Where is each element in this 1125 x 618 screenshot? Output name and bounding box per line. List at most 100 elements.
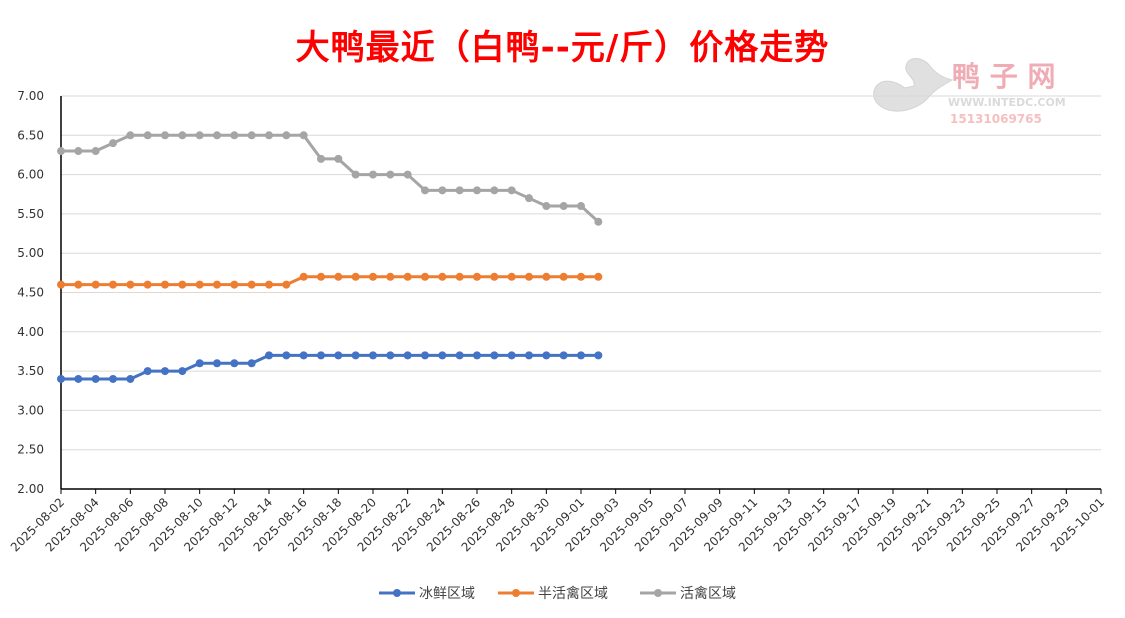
data-point <box>230 280 239 289</box>
data-point <box>507 186 516 195</box>
y-tick-label: 7.00 <box>17 89 44 103</box>
data-point <box>525 194 533 203</box>
data-point <box>317 351 325 360</box>
data-point <box>230 131 239 140</box>
data-point <box>334 154 343 163</box>
data-point <box>525 272 533 281</box>
data-point <box>351 272 360 281</box>
watermark-logo: 鸭 子 网 WWW.INTEDC.COM 15131069765 <box>873 58 1066 126</box>
data-point <box>351 351 360 360</box>
data-point <box>126 280 135 289</box>
data-point <box>230 359 239 368</box>
data-point <box>386 351 395 360</box>
data-point <box>369 351 377 360</box>
data-point <box>577 202 585 211</box>
data-point <box>455 351 464 360</box>
data-point <box>386 272 395 281</box>
data-point <box>126 131 135 140</box>
y-tick-label: 4.00 <box>17 325 44 339</box>
data-point <box>143 367 152 376</box>
data-point <box>178 131 187 140</box>
data-point <box>403 351 412 360</box>
data-point <box>91 374 100 383</box>
data-point <box>473 272 481 281</box>
data-point <box>57 147 65 156</box>
watermark-url: WWW.INTEDC.COM <box>948 96 1066 109</box>
y-tick-label: 5.00 <box>17 246 44 260</box>
series-line <box>61 275 599 287</box>
legend-label: 半活禽区域 <box>538 585 608 602</box>
data-point <box>594 272 603 281</box>
data-point <box>126 374 135 383</box>
data-point <box>351 170 360 179</box>
legend-marker <box>512 589 520 597</box>
data-point <box>577 272 585 281</box>
data-point <box>161 131 169 140</box>
watermark-phone: 15131069765 <box>950 112 1042 126</box>
data-point <box>421 351 429 360</box>
data-point <box>299 351 308 360</box>
legend-label: 活禽区域 <box>680 585 736 602</box>
data-point <box>195 131 204 140</box>
data-point <box>438 351 447 360</box>
y-tick-label: 6.50 <box>17 128 44 142</box>
data-point <box>74 147 83 156</box>
series-line <box>61 133 600 223</box>
data-point <box>74 280 83 289</box>
data-point <box>143 131 152 140</box>
data-point <box>143 280 152 289</box>
data-point <box>282 280 291 289</box>
data-point <box>161 367 169 376</box>
data-point <box>577 351 585 360</box>
data-point <box>507 272 516 281</box>
y-tick-label: 2.50 <box>17 443 44 457</box>
data-point <box>282 351 291 360</box>
data-point <box>473 351 481 360</box>
series-line <box>61 353 599 381</box>
data-point <box>542 351 551 360</box>
data-point <box>282 131 291 140</box>
data-point <box>109 280 117 289</box>
data-point <box>265 131 273 140</box>
axes <box>60 96 1102 494</box>
data-point <box>334 351 343 360</box>
data-point <box>594 351 603 360</box>
data-point <box>247 131 256 140</box>
data-point <box>403 170 412 179</box>
y-tick-label: 6.00 <box>17 168 44 182</box>
data-point <box>403 272 412 281</box>
data-point <box>490 351 499 360</box>
series-lines <box>57 131 603 383</box>
data-point <box>109 139 117 148</box>
data-point <box>213 280 221 289</box>
data-point <box>542 272 551 281</box>
data-point <box>455 272 464 281</box>
data-point <box>265 351 273 360</box>
data-point <box>559 202 568 211</box>
duck-logo-icon <box>873 58 954 112</box>
data-point <box>265 280 273 289</box>
data-point <box>109 374 117 383</box>
chart-title: 大鸭最近（白鸭--元/斤）价格走势 <box>295 28 830 68</box>
data-point <box>195 280 204 289</box>
data-point <box>490 186 499 195</box>
data-point <box>421 272 429 281</box>
data-point <box>317 272 325 281</box>
data-point <box>421 186 429 195</box>
watermark-brand: 鸭 子 网 <box>952 60 1056 93</box>
data-point <box>57 280 65 289</box>
data-point <box>57 374 65 383</box>
data-point <box>559 272 568 281</box>
data-point <box>91 147 100 156</box>
data-point <box>334 272 343 281</box>
data-point <box>594 217 603 226</box>
data-point <box>213 359 221 368</box>
y-tick-label: 5.50 <box>17 207 44 221</box>
data-point <box>438 186 447 195</box>
y-tick-label: 3.00 <box>17 403 44 417</box>
data-point <box>299 272 308 281</box>
data-point <box>542 202 551 211</box>
legend-label: 冰鲜区域 <box>419 586 475 602</box>
data-point <box>178 280 187 289</box>
